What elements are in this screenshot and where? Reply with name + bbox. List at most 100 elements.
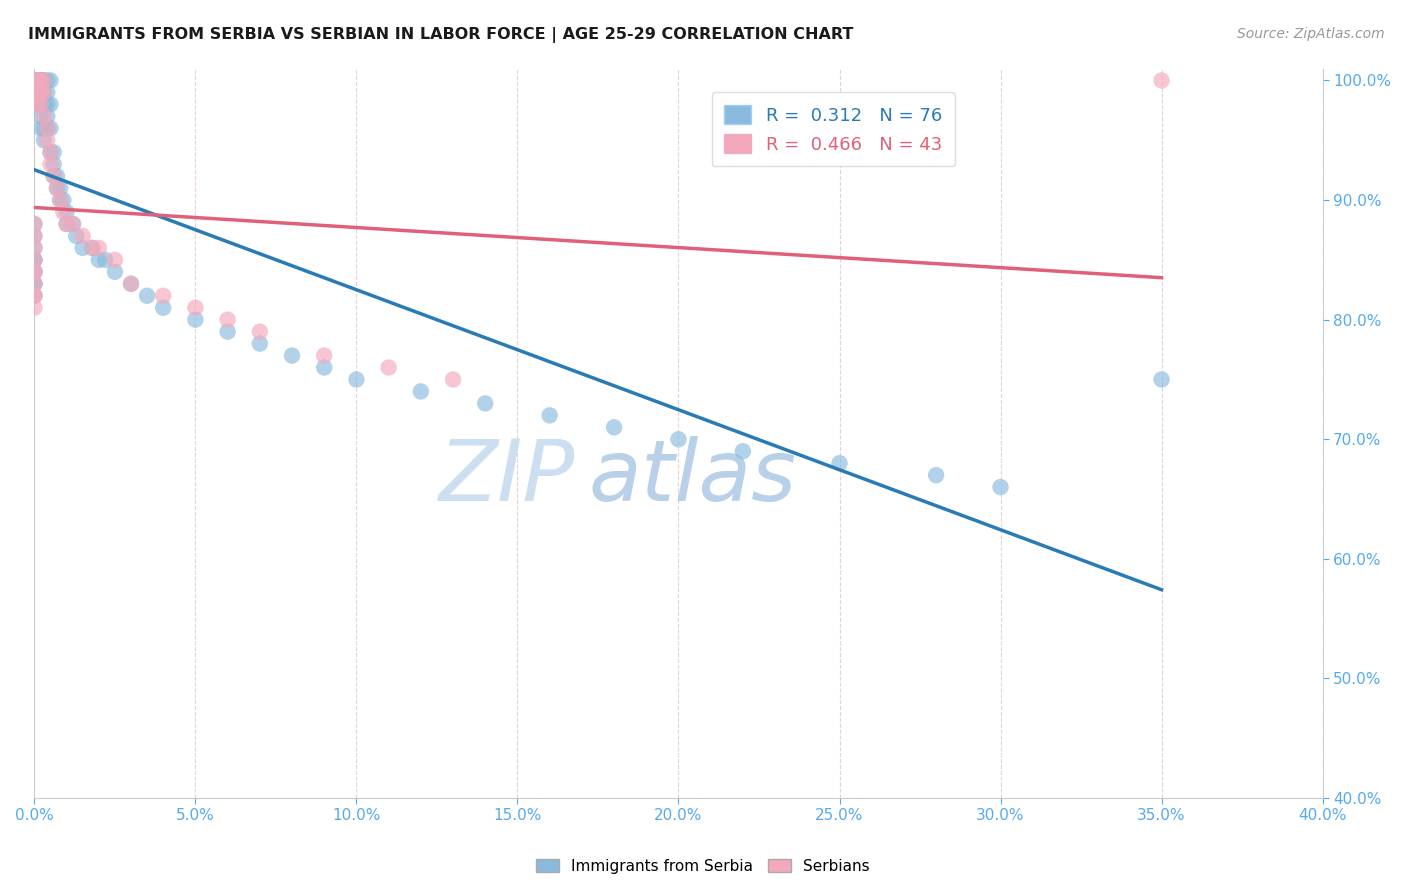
Point	[314, 360, 336, 375]
Point	[314, 349, 336, 363]
Point	[82, 241, 104, 255]
Point	[30, 73, 52, 87]
Point	[32, 73, 55, 87]
Point	[37, 121, 59, 136]
Point	[22, 277, 45, 291]
Point	[55, 217, 77, 231]
Point	[22, 241, 45, 255]
Point	[249, 325, 271, 339]
Point	[30, 97, 52, 112]
Point	[42, 169, 65, 183]
Point	[62, 217, 84, 231]
Point	[49, 193, 72, 207]
Point	[249, 336, 271, 351]
Point	[22, 265, 45, 279]
Text: IMMIGRANTS FROM SERBIA VS SERBIAN IN LABOR FORCE | AGE 25-29 CORRELATION CHART: IMMIGRANTS FROM SERBIA VS SERBIAN IN LAB…	[28, 27, 853, 43]
Point	[120, 277, 142, 291]
Point	[22, 265, 45, 279]
Point	[37, 73, 59, 87]
Point	[22, 301, 45, 315]
Point	[52, 205, 75, 219]
Legend: Immigrants from Serbia, Serbians: Immigrants from Serbia, Serbians	[530, 853, 876, 880]
Point	[27, 86, 49, 100]
Point	[30, 121, 52, 136]
Point	[37, 133, 59, 147]
Point	[22, 289, 45, 303]
Point	[72, 241, 94, 255]
Point	[27, 97, 49, 112]
Point	[22, 241, 45, 255]
Point	[39, 157, 62, 171]
Point	[474, 396, 496, 410]
Point	[39, 145, 62, 160]
Point	[82, 241, 104, 255]
Point	[828, 456, 851, 470]
Text: Source: ZipAtlas.com: Source: ZipAtlas.com	[1237, 27, 1385, 41]
Point	[346, 372, 368, 386]
Point	[184, 312, 207, 326]
Point	[184, 301, 207, 315]
Point	[22, 252, 45, 267]
Point	[27, 73, 49, 87]
Point	[217, 312, 239, 326]
Point	[104, 265, 127, 279]
Point	[27, 73, 49, 87]
Point	[62, 217, 84, 231]
Point	[27, 97, 49, 112]
Point	[120, 277, 142, 291]
Point	[30, 73, 52, 87]
Point	[27, 73, 49, 87]
Point	[65, 229, 87, 244]
Point	[37, 109, 59, 123]
Point	[32, 97, 55, 112]
Point	[32, 73, 55, 87]
Point	[42, 145, 65, 160]
Point	[27, 73, 49, 87]
Point	[45, 169, 67, 183]
Point	[39, 73, 62, 87]
Point	[37, 121, 59, 136]
Point	[32, 133, 55, 147]
Point	[27, 73, 49, 87]
Point	[39, 121, 62, 136]
Point	[27, 73, 49, 87]
Point	[45, 181, 67, 195]
Point	[27, 73, 49, 87]
Point	[990, 480, 1012, 494]
Point	[22, 217, 45, 231]
Point	[22, 277, 45, 291]
Point	[22, 289, 45, 303]
Point	[30, 73, 52, 87]
Point	[603, 420, 626, 434]
Point	[22, 252, 45, 267]
Point	[45, 181, 67, 195]
Point	[22, 265, 45, 279]
Point	[22, 217, 45, 231]
Point	[22, 229, 45, 244]
Point	[30, 73, 52, 87]
Point	[22, 277, 45, 291]
Point	[27, 73, 49, 87]
Point	[152, 301, 174, 315]
Point	[22, 229, 45, 244]
Point	[1150, 372, 1173, 386]
Point	[1150, 73, 1173, 87]
Point	[32, 109, 55, 123]
Point	[39, 97, 62, 112]
Point	[37, 97, 59, 112]
Point	[39, 145, 62, 160]
Point	[925, 468, 948, 483]
Point	[22, 265, 45, 279]
Point	[136, 289, 159, 303]
Point	[538, 409, 561, 423]
Point	[42, 169, 65, 183]
Point	[441, 372, 464, 386]
Point	[42, 157, 65, 171]
Point	[32, 121, 55, 136]
Point	[217, 325, 239, 339]
Point	[30, 97, 52, 112]
Point	[30, 73, 52, 87]
Text: ZIP: ZIP	[439, 435, 575, 518]
Point	[49, 193, 72, 207]
Point	[72, 229, 94, 244]
